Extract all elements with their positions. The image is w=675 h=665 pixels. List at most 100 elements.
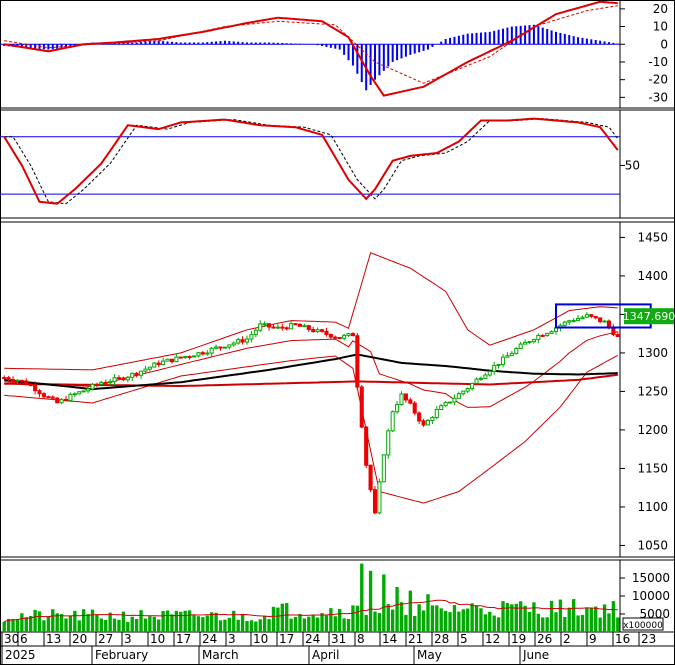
bollinger-upper-band xyxy=(4,252,618,371)
candle-body xyxy=(456,393,461,399)
candle-body xyxy=(359,386,364,428)
x-month-label: April xyxy=(312,648,339,662)
x-day-label: 23 xyxy=(641,632,656,646)
volume-bar xyxy=(99,618,103,632)
x-month-label: February xyxy=(95,648,148,662)
volume-bar xyxy=(245,621,249,632)
x-day-label: 17 xyxy=(176,632,191,646)
candle-body xyxy=(443,401,448,407)
volume-bar xyxy=(196,616,201,632)
candle-body xyxy=(545,332,550,337)
candle-body xyxy=(183,356,188,359)
volume-bar xyxy=(448,612,452,632)
candle-body xyxy=(474,378,479,384)
candle-body xyxy=(470,382,475,389)
candle-body xyxy=(425,419,431,426)
volume-bar xyxy=(558,599,563,632)
volume-bar xyxy=(377,612,382,632)
x-day-label: 31 xyxy=(331,632,346,646)
volume-bar xyxy=(616,617,620,632)
candle-body xyxy=(121,377,126,381)
candle-body xyxy=(161,360,166,366)
candle-body xyxy=(408,399,413,404)
volume-bar xyxy=(536,613,541,632)
x-day-label: 28 xyxy=(434,632,449,646)
candle-body xyxy=(249,334,254,340)
volume-bar xyxy=(139,610,143,632)
x-day-label: 21 xyxy=(408,632,423,646)
volume-bar xyxy=(192,615,196,632)
x-day-label: 27 xyxy=(98,632,113,646)
candle-body xyxy=(328,333,333,338)
volume-bar xyxy=(329,608,333,632)
volume-bar xyxy=(470,603,474,632)
volume-bar xyxy=(90,609,95,632)
volume-bar xyxy=(426,594,430,632)
volume-bar xyxy=(174,610,179,632)
candle-body xyxy=(395,404,400,413)
volume-bar xyxy=(267,619,271,632)
candle-body xyxy=(236,339,241,344)
candle-body xyxy=(165,358,170,362)
candle-body xyxy=(302,325,307,328)
candle-body xyxy=(174,356,179,363)
candle-body xyxy=(518,343,523,349)
volume-bar xyxy=(404,614,408,632)
candle-body xyxy=(540,334,545,337)
candle-body xyxy=(571,320,576,323)
volume-bar xyxy=(307,616,311,632)
volume-bar xyxy=(134,619,139,632)
candle-body xyxy=(492,364,497,372)
candle-body xyxy=(15,379,20,382)
candle-body xyxy=(77,391,82,395)
candle-body xyxy=(191,355,197,358)
x-day-label: 8 xyxy=(357,632,365,646)
candle-body xyxy=(580,316,585,319)
volume-bar xyxy=(390,609,395,632)
candle-body xyxy=(434,409,439,418)
volume-tick-label: 15000 xyxy=(632,571,670,585)
candle-body xyxy=(430,416,435,421)
volume-bar xyxy=(324,615,329,632)
volume-bar xyxy=(585,607,589,632)
volume-bar xyxy=(64,618,68,632)
macd-line xyxy=(4,0,618,97)
price-tick-label: 1400 xyxy=(637,269,668,283)
candle-body xyxy=(200,352,205,355)
candle-body xyxy=(598,317,603,323)
volume-bar xyxy=(523,605,527,632)
volume-bar xyxy=(338,608,342,632)
candle-body xyxy=(227,344,232,348)
x-day-label: 5 xyxy=(460,632,468,646)
candle-body xyxy=(280,326,285,329)
volume-bar xyxy=(346,619,351,632)
candle-body xyxy=(125,376,130,381)
stochastic-k-line xyxy=(3,117,619,205)
candle-body xyxy=(562,321,567,326)
candle-body xyxy=(86,388,91,392)
candle-body xyxy=(319,329,325,332)
volume-bar xyxy=(563,616,567,632)
volume-bar xyxy=(315,617,320,632)
candle-body xyxy=(108,381,113,384)
candle-body xyxy=(333,336,338,339)
candle-body xyxy=(240,339,245,343)
candle-body xyxy=(293,323,298,326)
volume-bar xyxy=(342,618,346,632)
candle-body xyxy=(324,330,329,335)
volume-bar xyxy=(227,617,232,632)
x-day-label: 20 xyxy=(72,632,87,646)
candle-body xyxy=(403,393,408,401)
candle-body xyxy=(576,317,581,322)
volume-bar xyxy=(46,616,51,632)
candle-body xyxy=(33,384,38,392)
candle-body xyxy=(267,323,272,328)
volume-bar xyxy=(280,603,284,632)
volume-bar xyxy=(55,613,59,632)
volume-bar xyxy=(51,609,55,632)
volume-bar xyxy=(104,619,108,632)
candle-body xyxy=(527,341,532,344)
candle-body xyxy=(152,362,157,368)
volume-bar xyxy=(95,614,99,632)
